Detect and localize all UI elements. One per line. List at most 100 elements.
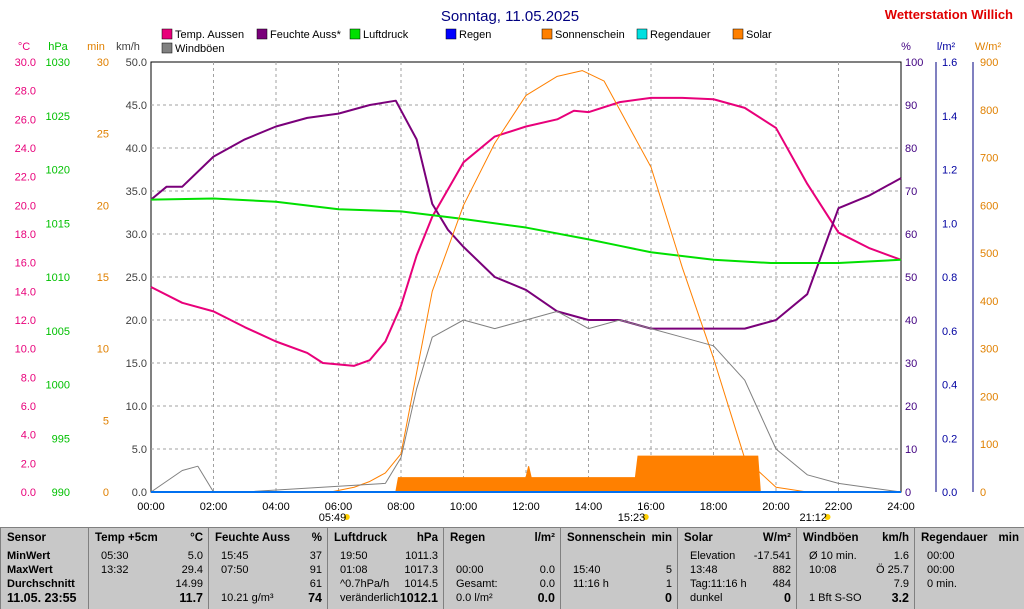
legend-swatch [161,42,173,54]
weather-chart: Sonntag, 11.05.2025 Wetterstation Willich… [15,7,1013,524]
axis-tick-label: 0.0 [942,487,957,499]
table-row: Elevation -17.541 [678,550,797,563]
legend-label: Sonnenschein [555,29,625,41]
cell-value: 0 [665,591,672,605]
axis-tick-label: 30 [97,57,109,69]
table-row: 00:00 0.0 [444,564,561,577]
cell-value: 1017.3 [404,564,438,576]
axis-tick-label: 15.0 [126,358,147,370]
axis-tick-label: 990 [52,487,70,499]
axis-tick-label: 20.0 [126,315,147,327]
table-row: 01:08 1017.3 [328,564,444,577]
cell-value: Ö 25.7 [875,564,909,576]
table-header: Feuchte Auss% [209,532,328,545]
table-row [915,592,1024,605]
x-tick-label: 14:00 [575,501,603,513]
cell-value: 29.4 [181,564,203,576]
cell-value: 0.0 [539,564,555,576]
table-header: Regendauer min [915,532,1024,545]
axis-tick-label: 40 [905,315,917,327]
table-header: Regen l/m² [444,532,561,545]
axis-tick-label: 1.0 [942,218,957,230]
x-tick-label: 00:00 [137,501,165,513]
cell-value: 1 [665,578,672,590]
axis-tick-label: 2.0 [21,458,36,470]
axis-tick-label: 0.0 [132,487,147,499]
axis-tick-label: 1030 [46,57,70,69]
cell-value: 74 [308,591,322,605]
axis-tick-label: 20.0 [15,200,36,212]
axis-unit: °C [18,41,30,53]
axis-tick-label: 10.0 [126,401,147,413]
axis-tick-label: 30 [905,358,917,370]
axis-tick-label: 0.6 [942,326,957,338]
axis-tick-label: 0.8 [942,272,957,284]
column-unit: min [651,532,672,544]
column-title: Sensor [7,532,46,544]
cell-value: 1.6 [893,550,909,562]
axis-tick-label: 5 [103,415,109,427]
x-tick-label: 06:00 [325,501,353,513]
axis-tick-label: 40.0 [126,143,147,155]
axis-tick-label: 50 [905,272,917,284]
cell-value: 14.99 [175,578,203,590]
column-unit: W/m² [762,532,791,544]
column-unit: min [998,532,1019,544]
axis-tick-label: 15 [97,272,109,284]
cell-value: 1011.3 [405,550,438,562]
axis-tick-label: 25.0 [126,272,147,284]
axis-tick-label: 1010 [46,272,70,284]
legend-label: Regen [459,29,491,41]
column-unit: % [311,532,322,544]
legend-swatch [445,28,457,40]
axis-tick-label: 0.0 [21,487,36,499]
table-row: MinWert [1,550,89,563]
cell-value: 5.0 [187,550,203,562]
column-unit: hPa [416,532,438,544]
annotation-marker [343,514,350,520]
x-tick-label: 16:00 [637,501,665,513]
axis-tick-label: 14.0 [15,286,36,298]
table-column: Windböen km/h Ø 10 min. 1.6 10:08 Ö 25.7 7.9 1 … [796,528,915,609]
axis-unit: l/m² [937,41,956,53]
table-row: MaxWert [1,564,89,577]
cell-value: 61 [309,578,322,590]
column-title: Sonnenschein [567,532,646,544]
cell-label: veränderlich [340,592,400,604]
cell-value: -17.541 [753,550,791,562]
table-header: Luftdruck hPa [328,532,444,545]
cell-label: 10:08 [809,564,837,576]
cell-value: 1014.5 [404,578,438,590]
legend-swatch [256,28,268,40]
axis-tick-label: 600 [980,200,998,212]
axis-tick-label: 700 [980,153,998,165]
cell-value: 91 [309,564,322,576]
axis-tick-label: 10 [905,444,917,456]
summary-table: Sensor MinWert MaxWert Durchschnitt 11.05. 2… [0,527,1024,609]
column-title: Feuchte Auss [215,532,290,544]
axis-tick-label: 0.4 [942,380,957,392]
axis-unit: min [87,41,105,53]
table-row: dunkel 0 [678,592,797,605]
axis-tick-label: 100 [905,57,923,69]
cell-label: 01:08 [340,564,368,576]
axis-tick-label: 4.0 [21,430,36,442]
axis-unit: km/h [116,41,140,53]
legend-swatch [349,28,361,40]
table-row: 1 Bft S-SO 3.2 [797,592,915,605]
cell-label: 00:00 [927,550,955,562]
x-tick-label: 10:00 [450,501,478,513]
axis-tick-label: 90 [905,100,917,112]
column-unit: km/h [882,532,909,544]
cell-label: 13:48 [690,564,718,576]
x-tick-label: 12:00 [512,501,540,513]
column-unit: °C [190,532,203,544]
table-header: Solar W/m² [678,532,797,545]
cell-label: 15:40 [573,564,601,576]
table-row: 11.7 [89,592,209,605]
legend-label: Temp. Aussen [175,29,244,41]
axis-tick-label: 10 [97,344,109,356]
axis-tick-label: 10.0 [15,344,36,356]
table-row: ^0.7hPa/h 1014.5 [328,578,444,591]
table-row: Gesamt: 0.0 [444,578,561,591]
